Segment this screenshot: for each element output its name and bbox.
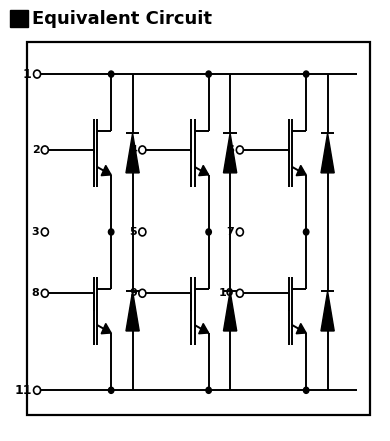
Polygon shape [223, 133, 237, 173]
Circle shape [303, 71, 309, 77]
Text: 6: 6 [227, 145, 234, 155]
Circle shape [108, 387, 114, 393]
Circle shape [206, 71, 211, 77]
Text: 8: 8 [32, 288, 39, 298]
Circle shape [206, 229, 211, 235]
Polygon shape [126, 133, 139, 173]
Polygon shape [223, 292, 237, 331]
Polygon shape [126, 292, 139, 331]
Polygon shape [101, 165, 111, 176]
Text: 5: 5 [129, 227, 137, 237]
Polygon shape [296, 324, 306, 334]
Polygon shape [296, 165, 306, 176]
Polygon shape [321, 292, 334, 331]
Text: 1: 1 [23, 67, 32, 81]
Circle shape [108, 71, 114, 77]
Text: 3: 3 [32, 227, 39, 237]
Text: 10: 10 [219, 288, 234, 298]
Text: 2: 2 [32, 145, 39, 155]
Circle shape [303, 229, 309, 235]
Text: 4: 4 [129, 145, 137, 155]
Text: Equivalent Circuit: Equivalent Circuit [32, 10, 212, 27]
Bar [27, 42, 370, 415]
Polygon shape [101, 324, 111, 334]
Circle shape [206, 387, 211, 393]
Text: 11: 11 [14, 384, 32, 397]
Text: 9: 9 [129, 288, 137, 298]
Polygon shape [199, 165, 209, 176]
Circle shape [108, 229, 114, 235]
Circle shape [303, 387, 309, 393]
Polygon shape [321, 133, 334, 173]
Text: 7: 7 [227, 227, 234, 237]
Bar [10, 10, 28, 27]
Polygon shape [199, 324, 209, 334]
